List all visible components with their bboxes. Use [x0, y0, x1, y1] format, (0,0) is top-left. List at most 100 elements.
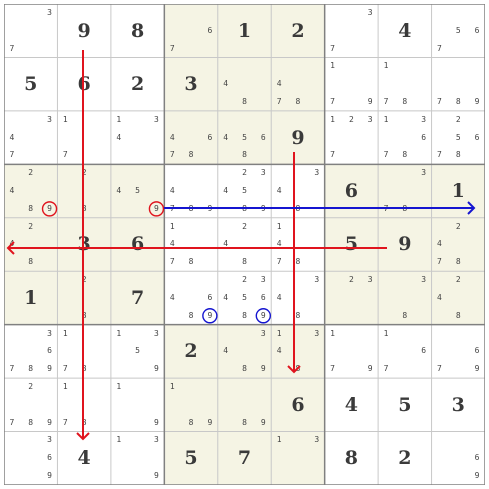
candidate-digit: 4 — [223, 186, 229, 196]
candidate-digit: 3 — [421, 168, 427, 178]
sudoku-cell[interactable]: 1 4 7 8 — [164, 217, 218, 272]
candidate-digit: 6 — [207, 292, 213, 302]
candidate-digit: 7 — [276, 96, 282, 106]
sudoku-cell[interactable]: 5 6 7 — [431, 4, 485, 58]
sudoku-cell[interactable]: 4 6 7 8 — [164, 110, 218, 165]
given-digit: 4 — [398, 19, 412, 42]
candidate-digit: 3 — [314, 168, 320, 178]
candidate-digit: 7 — [330, 150, 335, 160]
sudoku-cell[interactable]: 6 — [57, 57, 111, 111]
sudoku-cell[interactable]: 3 4 7 — [4, 110, 58, 165]
candidate-digit: 7 — [437, 150, 442, 160]
sudoku-cell[interactable]: 1 4 7 8 — [271, 217, 325, 272]
sudoku-cell[interactable]: 3 — [57, 217, 111, 272]
sudoku-cell[interactable]: 7 8 9 — [431, 57, 485, 111]
candidate-digit: 1 — [383, 114, 389, 124]
sudoku-cell[interactable]: 2 — [271, 4, 325, 58]
sudoku-cell[interactable]: 4 — [324, 378, 379, 432]
sudoku-cell[interactable]: 5 — [324, 217, 379, 272]
sudoku-cell[interactable]: 1 7 9 — [324, 324, 379, 379]
sudoku-cell[interactable]: 1 2 3 7 — [324, 110, 379, 165]
sudoku-cell[interactable]: 3 — [431, 378, 485, 432]
sudoku-cell[interactable]: 1 7 8 — [57, 324, 111, 379]
sudoku-cell[interactable]: 2 — [378, 431, 432, 485]
sudoku-cell[interactable]: 1 3 6 7 8 — [378, 110, 432, 165]
candidate-digit: 5 — [242, 292, 247, 302]
sudoku-cell[interactable]: 8 — [110, 4, 165, 58]
sudoku-cell[interactable]: 6 — [110, 217, 165, 272]
candidate-digit: 4 — [169, 132, 175, 142]
sudoku-cell[interactable]: 5 — [4, 57, 58, 111]
sudoku-cell[interactable]: 7 — [217, 431, 272, 485]
candidate-digit: 2 — [455, 114, 461, 124]
sudoku-cell[interactable]: 5 — [378, 378, 432, 432]
sudoku-cell[interactable]: 2 4 8 — [217, 217, 272, 272]
candidate-digit: 9 — [474, 364, 480, 374]
candidate-digit: 8 — [402, 310, 408, 320]
sudoku-cell[interactable]: 6 — [271, 378, 325, 432]
sudoku-cell[interactable]: 1 3 4 — [110, 110, 165, 165]
candidate-digit: 1 — [276, 435, 282, 445]
given-digit: 8 — [130, 19, 145, 42]
sudoku-cell[interactable]: 3 6 9 — [4, 431, 58, 485]
sudoku-cell[interactable]: 4 — [378, 4, 432, 58]
sudoku-cell[interactable]: 1 — [4, 271, 58, 325]
sudoku-cell[interactable]: 1 3 9 — [110, 431, 165, 485]
sudoku-cell[interactable]: 1 6 7 — [378, 324, 432, 379]
sudoku-cell[interactable]: 3 — [164, 57, 218, 111]
sudoku-cell[interactable]: 3 4 8 9 — [217, 324, 272, 379]
candidate-digit: 5 — [135, 346, 140, 356]
sudoku-cell[interactable]: 2 — [164, 324, 218, 379]
sudoku-cell[interactable]: 9 — [271, 110, 325, 165]
sudoku-cell[interactable]: 2 4 8 — [431, 271, 485, 325]
candidate-digit: 7 — [437, 364, 442, 374]
candidate-digit: 1 — [383, 328, 389, 338]
sudoku-cell[interactable]: 4 5 9 — [110, 164, 165, 218]
sudoku-cell[interactable]: 1 7 9 — [324, 57, 379, 111]
sudoku-cell[interactable]: 2 5 6 7 8 — [431, 110, 485, 165]
sudoku-cell[interactable]: 7 — [110, 271, 165, 325]
sudoku-cell[interactable]: 8 — [324, 431, 379, 485]
sudoku-cell[interactable]: 2 7 8 9 — [4, 378, 58, 432]
sudoku-cell[interactable]: 9 — [378, 217, 432, 272]
sudoku-cell[interactable]: 4 5 6 8 — [217, 110, 272, 165]
sudoku-cell[interactable]: 5 — [164, 431, 218, 485]
sudoku-cell[interactable]: 6 7 9 — [431, 324, 485, 379]
candidate-digit: 7 — [437, 43, 442, 53]
sudoku-cell[interactable]: 4 6 8 9 — [164, 271, 218, 325]
sudoku-cell[interactable]: 3 4 8 — [271, 271, 325, 325]
sudoku-cell[interactable]: 2 — [110, 57, 165, 111]
sudoku-cell[interactable]: 9 — [57, 4, 111, 58]
candidate-digit: 3 — [314, 328, 320, 338]
sudoku-cell[interactable]: 1 7 8 — [57, 378, 111, 432]
candidate-digit: 9 — [207, 417, 213, 427]
sudoku-cell[interactable]: 1 7 8 — [378, 57, 432, 111]
candidate-digit: 4 — [223, 346, 229, 356]
sudoku-cell[interactable]: 4 — [57, 431, 111, 485]
sudoku-cell[interactable]: 1 8 9 — [164, 378, 218, 432]
sudoku-cell[interactable]: 1 3 5 9 — [110, 324, 165, 379]
sudoku-cell[interactable]: 2 4 8 9 — [4, 164, 58, 218]
sudoku-cell[interactable]: 4 7 8 — [271, 57, 325, 111]
sudoku-cell[interactable]: 3 6 7 8 9 — [4, 324, 58, 379]
candidate-digit: 6 — [421, 346, 427, 356]
sudoku-cell[interactable]: 1 — [217, 4, 272, 58]
candidate-digit: 8 — [402, 150, 408, 160]
sudoku-cell[interactable]: 2 4 7 8 — [431, 217, 485, 272]
candidate-digit: 4 — [116, 186, 122, 196]
sudoku-cell[interactable]: 2 3 4 5 6 8 9 — [217, 271, 272, 325]
